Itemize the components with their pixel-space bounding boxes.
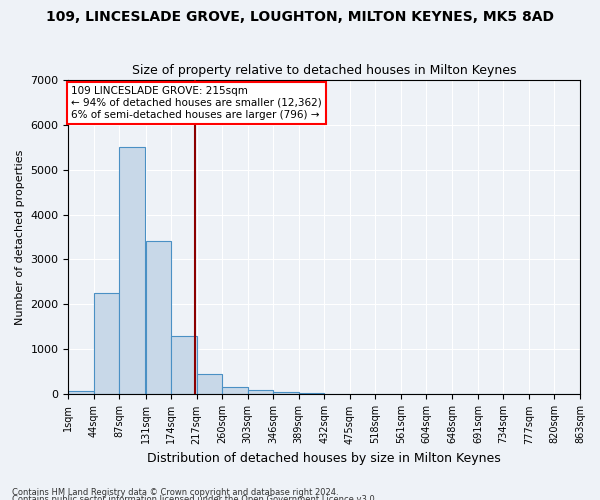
Title: Size of property relative to detached houses in Milton Keynes: Size of property relative to detached ho…: [132, 64, 517, 77]
Text: 109 LINCESLADE GROVE: 215sqm
← 94% of detached houses are smaller (12,362)
6% of: 109 LINCESLADE GROVE: 215sqm ← 94% of de…: [71, 86, 322, 120]
Bar: [222, 386, 248, 394]
Bar: [197, 374, 222, 394]
Bar: [119, 147, 145, 394]
Bar: [248, 390, 273, 394]
Y-axis label: Number of detached properties: Number of detached properties: [15, 150, 25, 324]
Text: Contains HM Land Registry data © Crown copyright and database right 2024.: Contains HM Land Registry data © Crown c…: [12, 488, 338, 497]
Bar: [68, 391, 94, 394]
Text: Contains public sector information licensed under the Open Government Licence v3: Contains public sector information licen…: [12, 496, 377, 500]
Text: 109, LINCESLADE GROVE, LOUGHTON, MILTON KEYNES, MK5 8AD: 109, LINCESLADE GROVE, LOUGHTON, MILTON …: [46, 10, 554, 24]
Bar: [146, 242, 171, 394]
Bar: [94, 293, 119, 394]
Bar: [171, 336, 197, 394]
X-axis label: Distribution of detached houses by size in Milton Keynes: Distribution of detached houses by size …: [148, 452, 501, 465]
Bar: [273, 392, 299, 394]
